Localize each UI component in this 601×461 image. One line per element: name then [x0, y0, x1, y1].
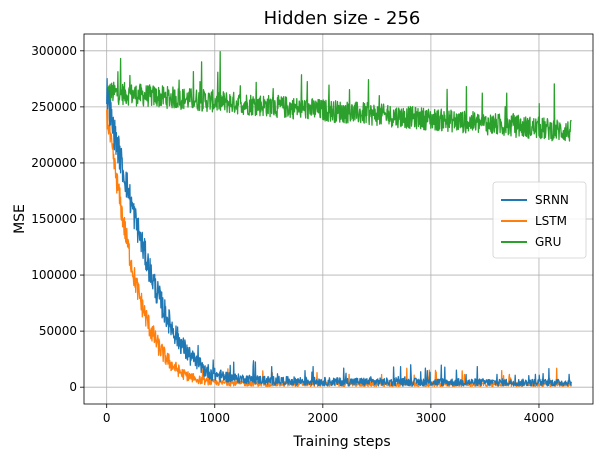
x-tick-label: 1000 — [199, 411, 230, 425]
x-tick-label: 2000 — [308, 411, 339, 425]
ticks: 0 1000 2000 3000 4000 0 50000 100000 150000 20000… — [31, 44, 554, 425]
y-tick-label: 150000 — [31, 212, 77, 226]
y-tick-label: 250000 — [31, 100, 77, 114]
chart-title: Hidden size - 256 — [264, 8, 421, 29]
y-tick-label: 100000 — [31, 268, 77, 282]
y-tick-label: 300000 — [31, 44, 77, 58]
legend: SRNN LSTM GRU — [492, 181, 587, 259]
x-tick-label: 0 — [103, 411, 111, 425]
legend-label: GRU — [535, 235, 561, 249]
plot-area — [106, 51, 573, 388]
series-line-gru — [106, 51, 572, 142]
legend-label: SRNN — [535, 193, 569, 207]
y-tick-label: 200000 — [31, 156, 77, 170]
series-line-srnn — [106, 78, 573, 387]
x-tick-label: 4000 — [524, 411, 555, 425]
series-line-lstm — [106, 107, 573, 388]
x-tick-label: 3000 — [416, 411, 447, 425]
y-axis-label: MSE — [12, 204, 28, 234]
x-axis-label: Training steps — [292, 434, 390, 450]
y-tick-label: 0 — [69, 380, 77, 394]
y-tick-label: 50000 — [39, 324, 77, 338]
legend-label: LSTM — [535, 214, 567, 228]
